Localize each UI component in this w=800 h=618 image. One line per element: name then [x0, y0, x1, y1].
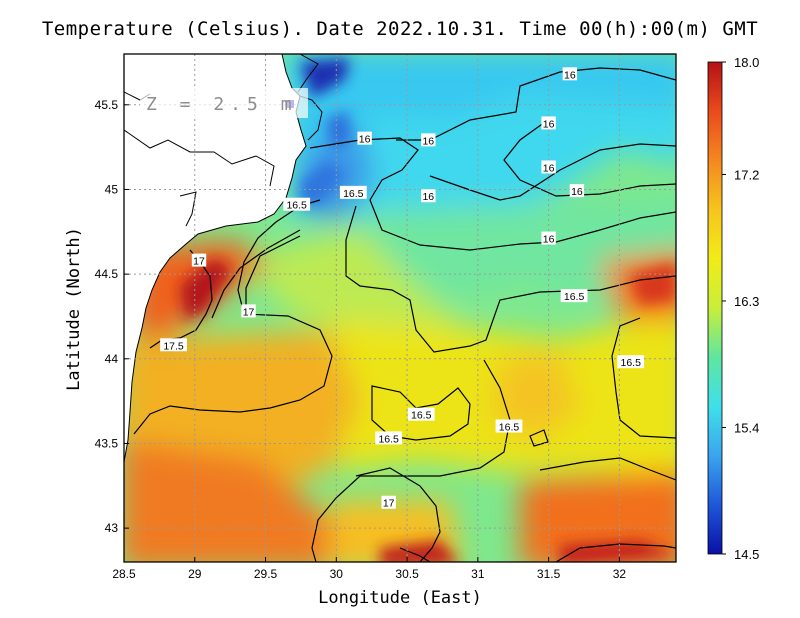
depth-label: Z = 2.5 m — [146, 94, 298, 115]
x-tick-label: 29.5 — [254, 567, 278, 581]
plot-frame — [123, 53, 677, 563]
chart-title: Temperature (Celsius). Date 2022.10.31. … — [41, 18, 759, 40]
contour-label: 16 — [422, 135, 434, 147]
contour-label-bg — [617, 355, 645, 369]
x-tick-label: 31.5 — [537, 567, 561, 581]
y-tick-label: 43.5 — [95, 436, 119, 450]
y-tick-label: 43 — [105, 521, 119, 535]
y-tick-label: 44.5 — [95, 267, 119, 281]
contour-labels: 16 16 16 16 16 16 16 16 16.5 16.5 16.5 16.5 16.5 16.5… — [160, 67, 645, 510]
contour-lines — [133, 67, 676, 562]
colorbar-ticks: 18.0 17.2 16.3 15.4 14.5 — [722, 55, 759, 562]
contour-label-bg — [191, 253, 207, 267]
contour-label: 16 — [564, 69, 576, 81]
contour-label: 16.5 — [499, 422, 520, 434]
contour-label: 16 — [543, 118, 555, 130]
contour-label: 16.5 — [343, 188, 364, 200]
colorbar-tick-label: 18.0 — [734, 55, 759, 70]
colorbar-tick-label: 17.2 — [734, 167, 759, 182]
y-axis: 43 43.5 44 44.5 45 45.5 — [95, 98, 129, 535]
contour-label-bg — [541, 231, 556, 245]
contour-label: 17 — [383, 498, 395, 510]
y-tick-label: 44 — [105, 352, 119, 366]
colorbar-tick-label: 16.3 — [734, 294, 759, 309]
contour-label: 16 — [571, 186, 583, 198]
colorbar-tick-label: 14.5 — [734, 547, 759, 562]
contour-label: 16 — [359, 134, 371, 146]
contour-label: 16.5 — [564, 291, 585, 303]
x-tick-label: 32 — [613, 567, 627, 581]
y-axis-label: Latitude (North) — [64, 227, 84, 391]
contour-label-bg — [375, 431, 403, 445]
colorbar-tick-label: 15.4 — [734, 420, 759, 435]
contour-label-bg — [339, 185, 367, 199]
contour-label: 16.5 — [286, 200, 307, 212]
contour-label: 16.5 — [411, 410, 432, 422]
x-tick-label: 30.5 — [395, 567, 419, 581]
contour-label-bg — [541, 116, 556, 130]
contour-label: 16.5 — [378, 433, 399, 445]
contour-label: 17 — [193, 256, 205, 268]
x-axis-label: Longitude (East) — [318, 588, 482, 608]
y-tick-label: 45 — [105, 182, 119, 196]
contour-label: 17 — [243, 306, 255, 318]
contour-label-bg — [381, 495, 396, 509]
contour-label: 16 — [422, 191, 434, 203]
contour-label-bg — [562, 67, 578, 81]
y-tick-label: 45.5 — [95, 98, 119, 112]
contour-label-bg — [160, 338, 187, 352]
contour-label-bg — [357, 131, 372, 145]
contour-label: 16 — [543, 234, 555, 246]
contour-label-bg — [495, 419, 523, 433]
contour-label: 17.5 — [163, 340, 184, 352]
depth-label-group: Z = 2.5 m — [140, 88, 308, 118]
x-tick-label: 31 — [471, 567, 485, 581]
x-tick-label: 28.5 — [112, 567, 136, 581]
x-tick-label: 30 — [330, 567, 344, 581]
contour-label-bg — [541, 160, 556, 174]
contour-label: 16.5 — [620, 357, 641, 369]
contour-label: 16 — [543, 162, 555, 174]
contour-label-bg — [569, 184, 585, 198]
contour-label-bg — [421, 133, 436, 147]
contour-label-bg — [407, 407, 435, 421]
x-axis: 28.5 29 29.5 30 30.5 31 31.5 32 — [112, 557, 626, 581]
x-tick-label: 29 — [188, 567, 202, 581]
contour-label-bg — [560, 289, 588, 303]
colorbar — [707, 61, 723, 555]
contour-label-bg — [283, 197, 311, 211]
contour-label-bg — [421, 189, 436, 203]
contour-label-bg — [241, 304, 256, 318]
